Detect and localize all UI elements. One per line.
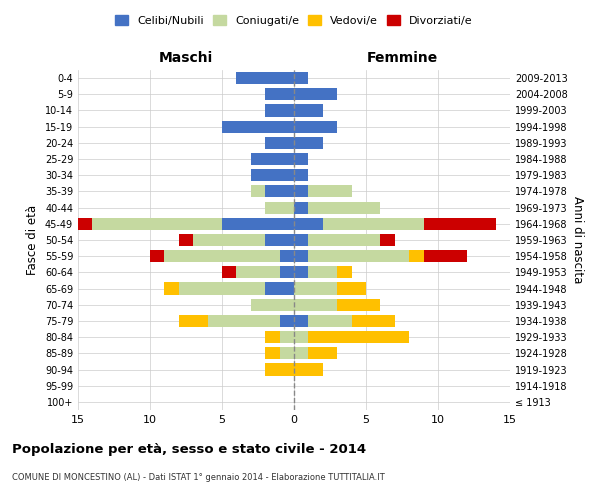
Bar xyxy=(294,364,323,376)
Bar xyxy=(280,331,294,343)
Bar xyxy=(409,250,424,262)
Bar xyxy=(265,186,294,198)
Bar xyxy=(222,218,294,230)
Text: COMUNE DI MONCESTINO (AL) - Dati ISTAT 1° gennaio 2014 - Elaborazione TUTTITALIA: COMUNE DI MONCESTINO (AL) - Dati ISTAT 1… xyxy=(12,472,385,482)
Bar xyxy=(222,120,294,132)
Bar xyxy=(294,72,308,84)
Bar xyxy=(251,153,294,165)
Bar xyxy=(294,186,308,198)
Bar xyxy=(308,348,337,360)
Bar xyxy=(265,202,294,213)
Bar xyxy=(164,250,280,262)
Text: Popolazione per età, sesso e stato civile - 2014: Popolazione per età, sesso e stato civil… xyxy=(12,442,366,456)
Bar xyxy=(294,250,308,262)
Bar xyxy=(280,348,294,360)
Bar xyxy=(280,250,294,262)
Bar xyxy=(294,315,308,327)
Bar xyxy=(308,250,409,262)
Bar xyxy=(179,282,265,294)
Bar xyxy=(251,298,294,311)
Bar xyxy=(236,72,294,84)
Bar xyxy=(150,250,164,262)
Bar xyxy=(280,266,294,278)
Text: Maschi: Maschi xyxy=(159,51,213,65)
Bar xyxy=(308,234,380,246)
Bar xyxy=(337,282,366,294)
Bar xyxy=(294,153,308,165)
Bar xyxy=(424,218,496,230)
Bar xyxy=(251,186,265,198)
Bar xyxy=(308,266,337,278)
Bar xyxy=(265,364,294,376)
Bar xyxy=(294,298,337,311)
Bar xyxy=(280,315,294,327)
Bar xyxy=(236,266,280,278)
Bar xyxy=(92,218,222,230)
Bar xyxy=(323,218,424,230)
Bar xyxy=(265,282,294,294)
Bar xyxy=(208,315,280,327)
Bar xyxy=(265,234,294,246)
Bar xyxy=(265,88,294,101)
Bar xyxy=(294,266,308,278)
Bar xyxy=(337,266,352,278)
Bar xyxy=(251,169,294,181)
Text: Femmine: Femmine xyxy=(367,51,437,65)
Bar xyxy=(179,234,193,246)
Bar xyxy=(294,234,308,246)
Bar xyxy=(294,137,323,149)
Bar xyxy=(337,298,380,311)
Bar xyxy=(294,120,337,132)
Bar xyxy=(294,169,308,181)
Bar xyxy=(308,315,352,327)
Bar xyxy=(78,218,92,230)
Bar xyxy=(308,186,352,198)
Bar xyxy=(265,331,280,343)
Legend: Celibi/Nubili, Coniugati/e, Vedovi/e, Divorziati/e: Celibi/Nubili, Coniugati/e, Vedovi/e, Di… xyxy=(111,10,477,30)
Bar xyxy=(380,234,395,246)
Bar xyxy=(164,282,179,294)
Bar xyxy=(308,331,409,343)
Bar xyxy=(179,315,208,327)
Bar xyxy=(308,202,380,213)
Bar xyxy=(294,88,337,101)
Bar xyxy=(294,348,308,360)
Bar xyxy=(222,266,236,278)
Bar xyxy=(352,315,395,327)
Y-axis label: Fasce di età: Fasce di età xyxy=(26,205,39,275)
Y-axis label: Anni di nascita: Anni di nascita xyxy=(571,196,584,284)
Bar xyxy=(294,202,308,213)
Bar xyxy=(424,250,467,262)
Bar xyxy=(265,104,294,117)
Bar xyxy=(294,282,337,294)
Bar xyxy=(294,218,323,230)
Bar xyxy=(265,348,280,360)
Bar xyxy=(265,137,294,149)
Bar xyxy=(193,234,265,246)
Bar xyxy=(294,331,308,343)
Bar xyxy=(294,104,323,117)
